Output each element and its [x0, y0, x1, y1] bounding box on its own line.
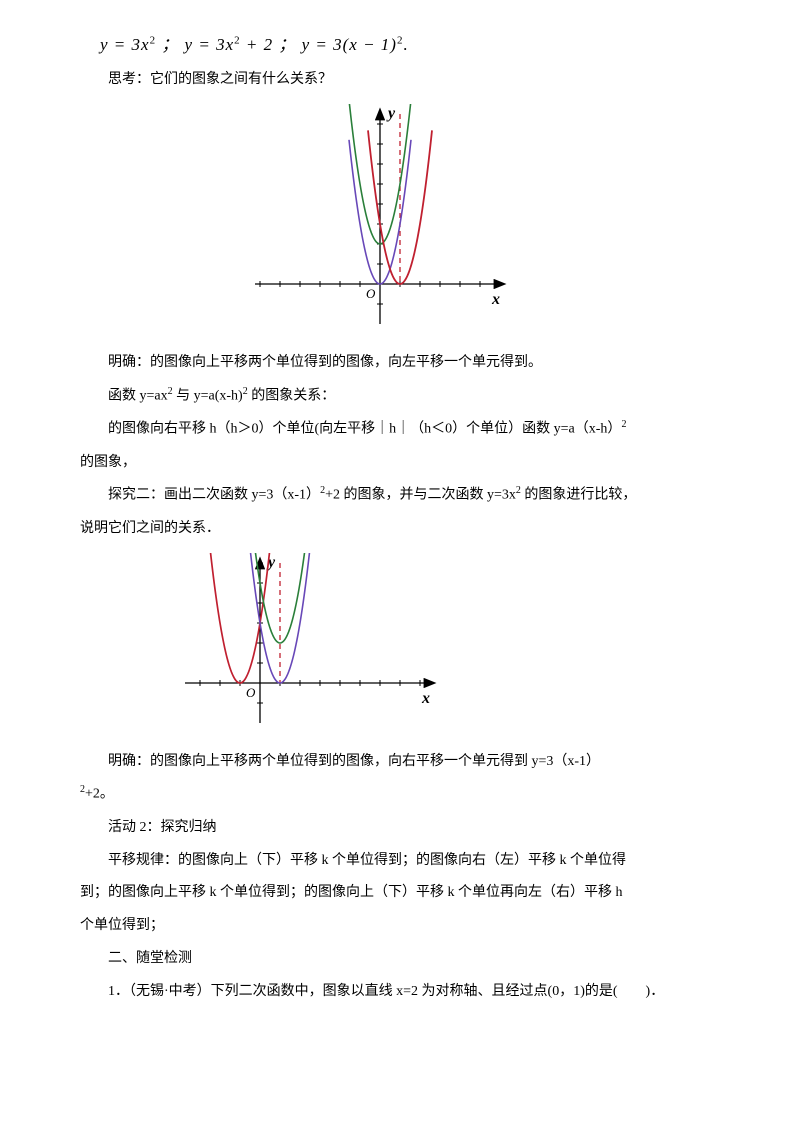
relation-1: 函数 y=ax2 与 y=a(x-h)2 的图象关系：	[80, 381, 720, 412]
guilv-3: 个单位得到；	[80, 911, 720, 942]
shift-rule-1b: 的图象，	[80, 448, 720, 479]
chart-2-wrap: Oxy	[80, 553, 720, 733]
mingque-2: 明确：的图像向上平移两个单位得到的图像，向右平移一个单元得到 y=3（x-1）	[80, 747, 720, 778]
svg-text:x: x	[421, 690, 430, 707]
mq2-b: +2。	[85, 787, 114, 802]
mq2-a: 明确：的图像向上平移两个单位得到的图像，向右平移一个单元得到 y=3（x-1）	[108, 754, 600, 769]
tanjiu-2a: 探究二：画出二次函数 y=3（x-1）2+2 的图象，并与二次函数 y=3x2 …	[80, 480, 720, 511]
chart-1: Ox y	[250, 104, 510, 334]
mingque-2b: 2+2。	[80, 779, 720, 810]
chart-2: Oxy	[180, 553, 440, 733]
shift-rule-1a: 的图像向右平移 h（h＞0）个单位(向左平移｜h｜（h＜0）个单位）函数 y=a…	[80, 414, 720, 445]
huodong-2: 活动 2：探究归纳	[80, 813, 720, 844]
tj2-a: 探究二：画出二次函数 y=3（x-1）	[108, 488, 320, 503]
svg-text:O: O	[246, 685, 256, 700]
mingque-1: 明确：的图像向上平移两个单位得到的图像，向左平移一个单元得到。	[80, 348, 720, 379]
svg-text:x: x	[491, 291, 500, 308]
tj2-c: 的图象进行比较，	[521, 488, 637, 503]
tj2-b: +2 的图象，并与二次函数 y=3x	[325, 488, 516, 503]
formula-line: y = 3x2 ； y = 3x2 + 2 ； y = 3(x − 1)2.	[80, 30, 720, 55]
exam-q1: 1．（无锡·中考）下列二次函数中，图象以直线 x=2 为对称轴、且经过点(0，1…	[80, 977, 720, 1008]
shift1-a: 的图像向右平移 h（h＞0）个单位(向左平移｜h｜（h＜0）个单位）函数 y=a…	[108, 422, 621, 437]
svg-text:O: O	[366, 286, 376, 301]
svg-text:y: y	[386, 105, 396, 122]
rel1-a: 函数 y=ax	[108, 388, 168, 403]
question-1: 思考：它们的图象之间有什么关系？	[80, 65, 720, 96]
rel1-b: 与 y=a(x-h)	[173, 388, 243, 403]
guilv-2: 到；的图像向上平移 k 个单位得到；的图像向上（下）平移 k 个单位再向左（右）…	[80, 878, 720, 909]
tanjiu-2b: 说明它们之间的关系．	[80, 514, 720, 545]
rel1-c: 的图象关系：	[248, 388, 336, 403]
guilv-1: 平移规律：的图像向上（下）平移 k 个单位得到；的图像向右（左）平移 k 个单位…	[80, 846, 720, 877]
chart-1-wrap: Ox y	[80, 104, 720, 334]
section-2-title: 二、随堂检测	[80, 944, 720, 975]
